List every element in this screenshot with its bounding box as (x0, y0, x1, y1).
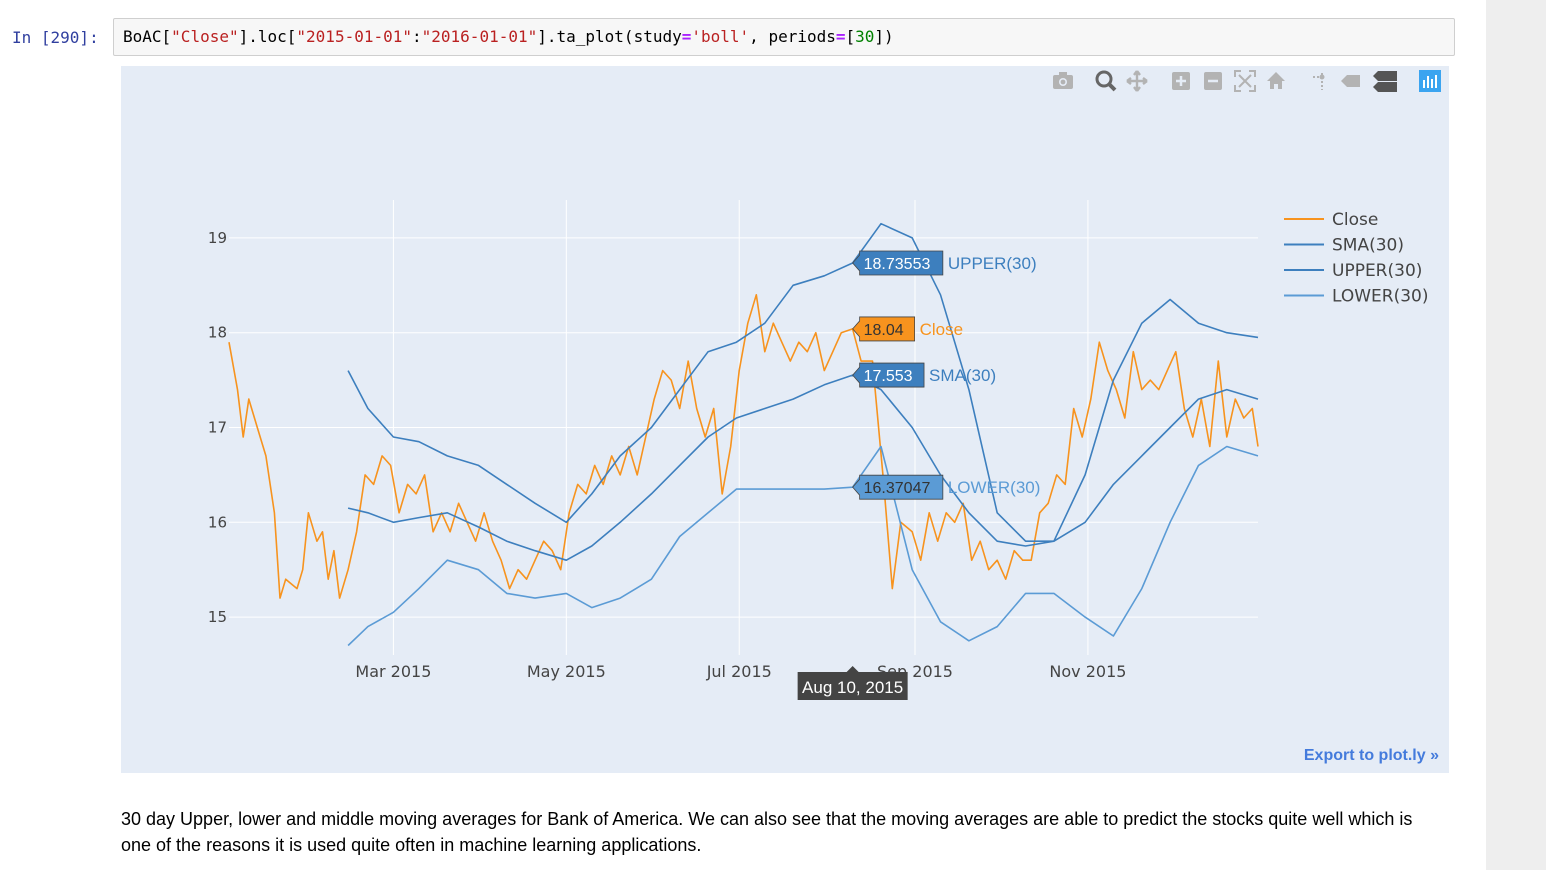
x-tick-label: Jul 2015 (706, 662, 772, 681)
hover-label-box (852, 362, 925, 388)
y-tick-label: 17 (208, 419, 227, 437)
hover-label: 18.73553 UPPER(30) (852, 250, 1037, 276)
legend-item-label[interactable]: SMA(30) (1332, 236, 1404, 256)
zoom-out-icon[interactable] (1204, 72, 1222, 90)
plotly-logo-bars (1423, 75, 1437, 88)
x-tick-label: Mar 2015 (355, 662, 431, 681)
legend-item-label[interactable]: LOWER(30) (1332, 287, 1429, 307)
x-tick-label: Nov 2015 (1049, 662, 1126, 681)
hover-label-value: 18.73553 (864, 256, 931, 273)
hover-label-value: 17.553 (864, 368, 913, 385)
hover-label: 17.553 SMA(30) (852, 362, 996, 388)
autoscale-icon[interactable] (1234, 70, 1256, 92)
hover-compare-icon[interactable] (1373, 71, 1397, 92)
pan-icon[interactable] (1126, 70, 1148, 92)
y-tick-label: 16 (208, 513, 227, 531)
hover-label: 16.37047 LOWER(30) (852, 474, 1041, 500)
legend-item-label[interactable]: UPPER(30) (1332, 261, 1422, 281)
page-scrollbar[interactable] (1486, 0, 1546, 870)
pan-arrows (1126, 70, 1148, 92)
y-tick-label: 15 (208, 608, 227, 626)
hover-closest-icon[interactable] (1341, 75, 1360, 87)
plotly-logo-icon[interactable] (1419, 70, 1441, 92)
code-token: 'boll' (691, 27, 750, 46)
code-token: [ (845, 27, 856, 46)
code-token: "2016-01-01" (421, 27, 538, 46)
hover-label-value: 16.37047 (864, 480, 931, 497)
series-line-close (228, 294, 1259, 599)
hover-label-name: UPPER(30) (948, 254, 1037, 273)
hover-closest-tag (1341, 75, 1360, 87)
code-token: = (835, 27, 846, 46)
y-tick-label: 18 (208, 324, 227, 342)
code-token: = (681, 27, 692, 46)
code-token: "Close" (171, 27, 239, 46)
series-line-upper30 (347, 222, 1259, 543)
series-line-sma30 (347, 374, 1259, 562)
home-shape (1267, 72, 1285, 89)
autoscale-frame (1234, 70, 1256, 92)
hover-compare-tag-1 (1373, 71, 1397, 81)
zoom-in-icon[interactable] (1172, 72, 1190, 90)
code-token: 30 (855, 27, 875, 46)
zoom-icon[interactable] (1095, 70, 1117, 92)
code-token: ].ta_plot(study (537, 27, 682, 46)
cell-prompt: In [290]: (12, 28, 99, 47)
plot-output-area: 15 16 17 18 19 Mar 2015 May 2015 Jul 2015 Sep 20… (121, 66, 1449, 773)
hover-label-value: 18.04 (864, 322, 904, 339)
reset-axes-icon[interactable] (1267, 72, 1285, 89)
camera-top (1059, 72, 1067, 76)
hover-label-box (852, 474, 944, 500)
hover-date-box (797, 666, 908, 700)
magnifier-ring (1095, 70, 1113, 88)
hover-date-text: Aug 10, 2015 (802, 678, 903, 697)
code-token: "2015-01-01" (296, 27, 412, 46)
code-token: , periods (749, 27, 836, 46)
markdown-cell-text: 30 day Upper, lower and middle moving av… (121, 809, 1413, 855)
hover-compare-tag-2 (1373, 82, 1397, 92)
y-tick-label: 19 (208, 229, 227, 247)
camera-icon[interactable] (1053, 72, 1073, 89)
hover-label-name: Close (920, 320, 963, 339)
chart-legend: Close SMA(30) UPPER(30) LOWER(30) (1284, 210, 1429, 307)
code-token: BoAC[ (123, 27, 172, 46)
code-cell-input[interactable]: BoAC["Close"].loc["2015-01-01":"2016-01-… (113, 18, 1455, 56)
spike-lines-icon[interactable] (1313, 73, 1325, 90)
zoom-in-plus (1176, 76, 1186, 86)
series-line-lower30 (347, 445, 1259, 647)
spike-dot (1319, 74, 1325, 80)
plotly-logo-bg (1419, 70, 1441, 92)
hover-label: 18.04 Close (852, 316, 963, 342)
x-tick-label: May 2015 (527, 662, 606, 681)
export-to-plotly-link[interactable]: Export to plot.ly » (1303, 747, 1439, 764)
code-token: : (412, 27, 422, 46)
magnifier-handle (1107, 82, 1117, 92)
hover-label-box (852, 250, 944, 276)
hover-label-name: SMA(30) (929, 366, 996, 385)
code-token: ].loc[ (238, 27, 297, 46)
hover-label-box (852, 316, 916, 342)
camera-lens-inner (1060, 79, 1066, 85)
legend-item-label[interactable]: Close (1332, 210, 1378, 230)
code-token: ]) (874, 27, 894, 46)
hover-label-name: LOWER(30) (948, 478, 1041, 497)
modebar-toolbar (1053, 70, 1441, 92)
hover-date-label: Aug 10, 2015 (797, 666, 908, 700)
